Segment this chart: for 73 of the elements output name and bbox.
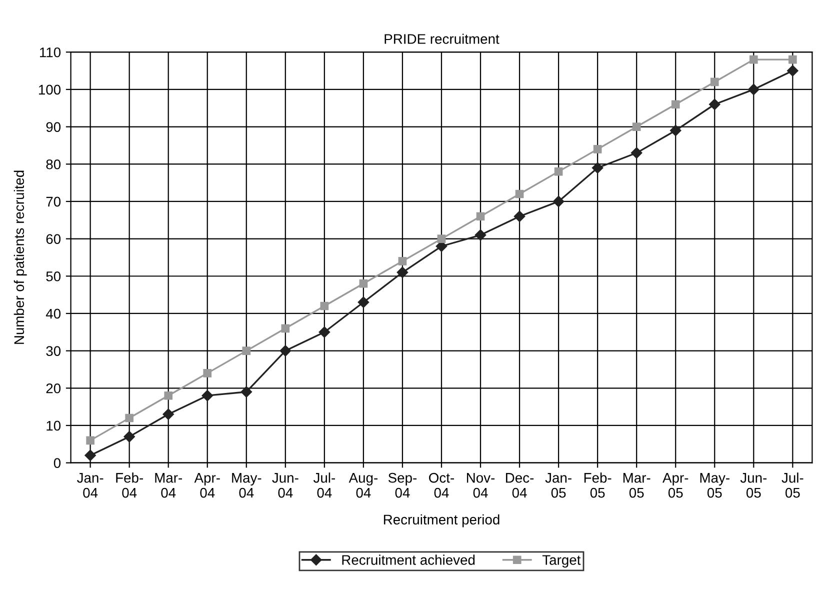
y-tick-label: 20 <box>46 383 61 394</box>
y-tick-label: 70 <box>46 196 61 207</box>
x-tick-label: Nov- 04 <box>466 473 495 498</box>
y-tick-label: 90 <box>46 122 61 132</box>
point <box>242 346 251 355</box>
point <box>396 266 408 278</box>
x-tick-label: Jun- 05 <box>740 473 767 498</box>
point <box>630 147 642 159</box>
point <box>515 190 524 198</box>
point <box>240 386 252 398</box>
x-tick-label: Jul- 04 <box>313 472 336 498</box>
x-tick-label: Sep- 04 <box>388 472 417 498</box>
point <box>164 391 173 400</box>
point <box>281 324 290 333</box>
point <box>710 78 719 86</box>
y-tick-label: 50 <box>46 271 61 282</box>
x-axis-title: Recruitment period <box>384 514 500 528</box>
y-tick-label: 80 <box>46 159 61 170</box>
point <box>592 162 604 174</box>
point <box>320 302 329 310</box>
point <box>787 65 798 76</box>
x-tick-label: Feb- 05 <box>584 472 612 498</box>
point <box>670 124 682 136</box>
x-tick-label: May- 04 <box>232 473 262 498</box>
x-tick-label: Apr- 04 <box>194 473 220 498</box>
x-tick-label: Mar- 05 <box>623 473 650 498</box>
point <box>748 84 760 96</box>
point <box>788 55 797 64</box>
point <box>124 431 135 442</box>
point <box>125 414 134 422</box>
y-tick-label: 110 <box>40 47 61 58</box>
x-tick-label: Feb- 04 <box>116 472 143 498</box>
x-tick-label: Mar- 04 <box>155 473 182 498</box>
point <box>749 55 758 64</box>
y-tick-label: 30 <box>46 346 61 356</box>
y-tick-label: 10 <box>46 420 61 431</box>
point <box>318 326 330 338</box>
x-tick-label: Jul- 05 <box>782 472 804 498</box>
y-axis-title: Number of patients recruited <box>14 170 27 344</box>
point <box>593 145 602 154</box>
point <box>359 279 368 288</box>
x-tick-label: Jan- 05 <box>545 473 572 498</box>
chart-title: PRIDE recruitment <box>384 34 500 44</box>
point <box>514 210 526 222</box>
x-tick-label: Apr- 05 <box>662 473 688 498</box>
point <box>671 100 680 109</box>
y-tick-label: 40 <box>46 308 61 319</box>
point <box>86 436 94 445</box>
point <box>632 122 641 131</box>
y-tick-label: 60 <box>46 234 61 244</box>
point <box>84 450 96 461</box>
x-tick-label: Dec- 04 <box>506 473 534 498</box>
point <box>203 369 212 378</box>
point <box>162 408 174 420</box>
x-tick-label: May- 05 <box>700 473 730 498</box>
x-tick-label: Jan- 04 <box>77 473 104 498</box>
legend-label: Target <box>542 555 581 568</box>
point <box>554 167 563 176</box>
x-tick-label: Oct- 04 <box>429 472 454 498</box>
point <box>709 98 720 110</box>
point <box>476 212 485 221</box>
y-tick-label: 0 <box>54 458 61 468</box>
y-tick-label: 100 <box>38 84 61 95</box>
x-tick-label: Aug- 04 <box>348 473 378 498</box>
point <box>398 257 407 266</box>
point <box>552 196 564 208</box>
point <box>474 229 486 241</box>
x-tick-label: Jun- 04 <box>272 473 298 498</box>
point <box>437 234 446 243</box>
point <box>202 390 213 402</box>
legend-label: Recruitment achieved <box>342 554 475 565</box>
point <box>358 296 370 308</box>
point <box>280 345 292 356</box>
